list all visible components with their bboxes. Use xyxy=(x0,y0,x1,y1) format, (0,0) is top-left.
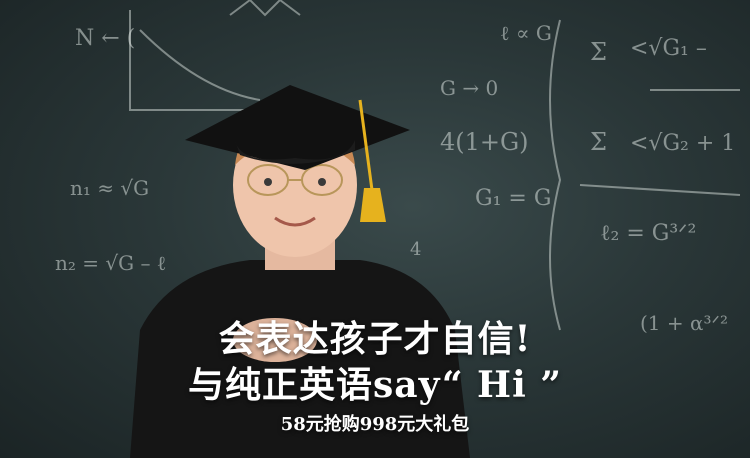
svg-text:G → 0: G → 0 xyxy=(440,76,498,100)
child-smile xyxy=(274,216,316,227)
glasses-icon xyxy=(247,164,343,196)
svg-text:4(1+G): 4(1+G) xyxy=(440,128,529,156)
svg-text:Σ: Σ xyxy=(590,38,607,66)
svg-text:Σ: Σ xyxy=(590,128,607,156)
svg-text:4: 4 xyxy=(410,239,421,260)
graduation-cap xyxy=(185,85,410,170)
svg-text:<√G₂ + 1: <√G₂ + 1 xyxy=(630,131,735,156)
child-hands xyxy=(233,318,317,362)
svg-text:ℓ₂ = G³ᐟ²: ℓ₂ = G³ᐟ² xyxy=(600,221,696,246)
tassel-icon xyxy=(360,188,386,222)
chalk-formulas: N ← ( G → 0 4(1+G) Σ <√G₁ – Σ <√G₂ + 1 G… xyxy=(55,0,741,335)
headline-line-1: 会表达孩子才自信! xyxy=(218,318,532,360)
svg-text:ℓ ∝ G: ℓ ∝ G xyxy=(500,21,552,45)
svg-text:(1 + α³ᐟ²: (1 + α³ᐟ² xyxy=(640,311,728,335)
svg-text:<√G₁ –: <√G₁ – xyxy=(630,36,707,61)
svg-text:n₂ = √G – ℓ: n₂ = √G – ℓ xyxy=(55,251,166,275)
promo-offer-text: 58元抢购998元大礼包 xyxy=(280,414,470,435)
svg-text:N ← (: N ← ( xyxy=(75,26,135,51)
svg-text:n₁ ≈ √G: n₁ ≈ √G xyxy=(70,176,149,200)
svg-text:G₁ = G: G₁ = G xyxy=(475,186,551,211)
graduation-gown xyxy=(130,260,470,458)
headline-line-2: 与纯正英语say“ Hi ” xyxy=(187,364,562,406)
